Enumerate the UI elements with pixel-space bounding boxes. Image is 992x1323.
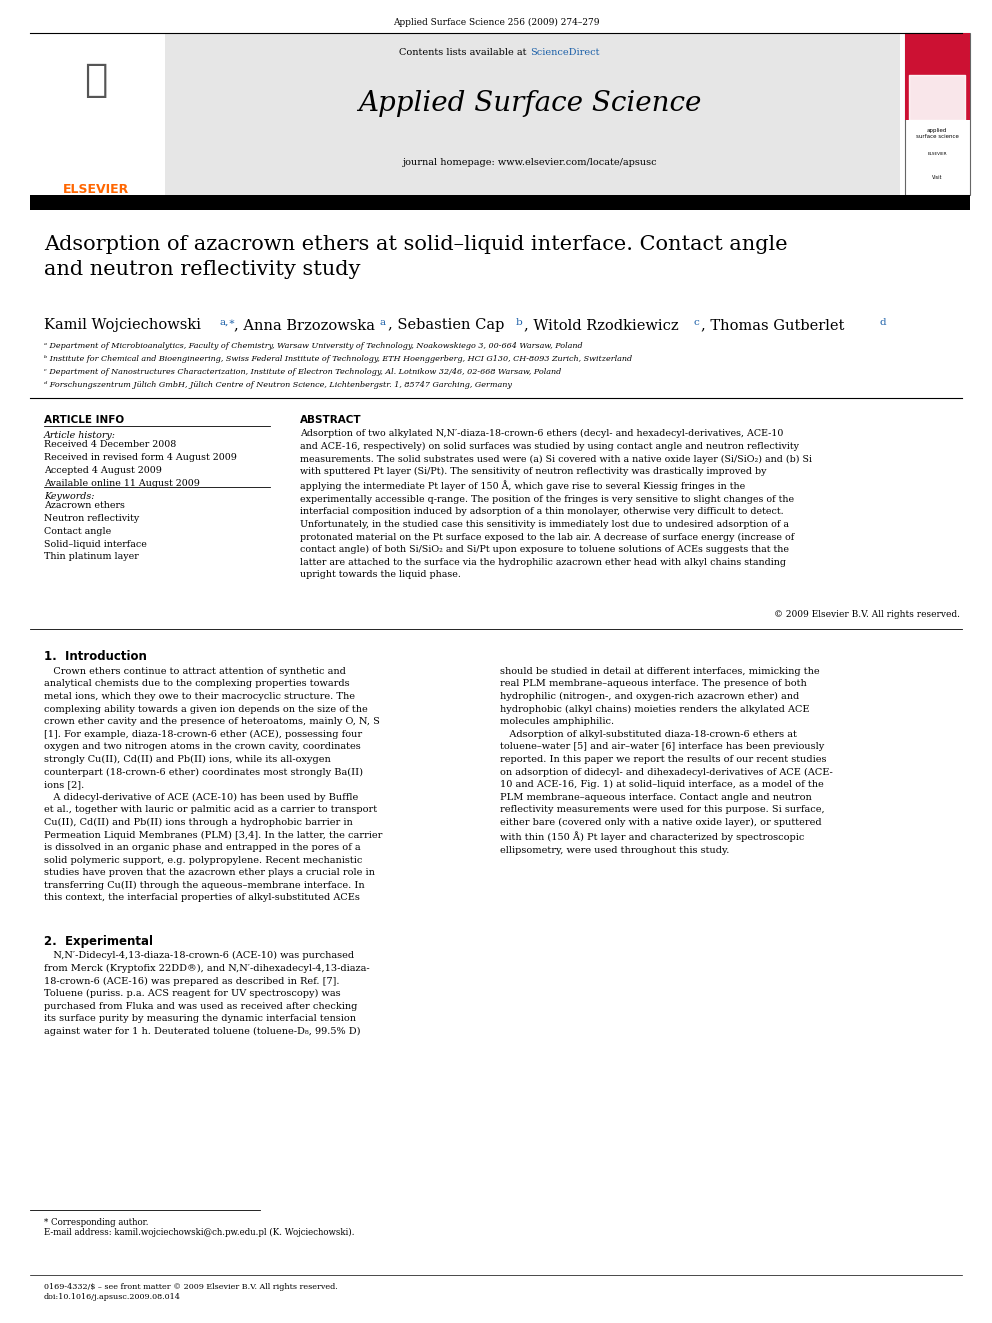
Text: Keywords:: Keywords: [44, 492, 94, 501]
Text: Visit: Visit [931, 175, 942, 180]
Text: Kamil Wojciechowski: Kamil Wojciechowski [44, 318, 201, 332]
FancyBboxPatch shape [165, 33, 900, 194]
Text: 1.  Introduction: 1. Introduction [44, 650, 147, 663]
Text: Azacrown ethers
Neutron reflectivity
Contact angle
Solid–liquid interface
Thin p: Azacrown ethers Neutron reflectivity Con… [44, 501, 147, 561]
Text: ScienceDirect: ScienceDirect [530, 48, 599, 57]
Text: ᵈ Forschungszentrum Jülich GmbH, Jülich Centre of Neutron Science, Lichtenbergst: ᵈ Forschungszentrum Jülich GmbH, Jülich … [44, 381, 512, 389]
Text: ᵃ Department of Microbioanalytics, Faculty of Chemistry, Warsaw University of Te: ᵃ Department of Microbioanalytics, Facul… [44, 343, 582, 351]
Text: , Anna Brzozowska: , Anna Brzozowska [234, 318, 375, 332]
Text: b: b [516, 318, 523, 327]
Text: * Corresponding author.: * Corresponding author. [44, 1218, 149, 1226]
Text: Crown ethers continue to attract attention of synthetic and
analytical chemists : Crown ethers continue to attract attenti… [44, 667, 382, 902]
Text: ELSEVIER: ELSEVIER [62, 183, 129, 196]
Text: ᵇ Institute for Chemical and Bioengineering, Swiss Federal Institute of Technolo: ᵇ Institute for Chemical and Bioengineer… [44, 355, 632, 363]
Text: a,∗: a,∗ [220, 318, 236, 327]
Text: journal homepage: www.elsevier.com/locate/apsusc: journal homepage: www.elsevier.com/locat… [403, 157, 658, 167]
Text: Adsorption of two alkylated N,N′-diaza-18-crown-6 ethers (decyl- and hexadecyl-d: Adsorption of two alkylated N,N′-diaza-1… [300, 429, 812, 579]
Text: c: c [694, 318, 699, 327]
Text: , Thomas Gutberlet: , Thomas Gutberlet [701, 318, 844, 332]
Text: © 2009 Elsevier B.V. All rights reserved.: © 2009 Elsevier B.V. All rights reserved… [774, 610, 960, 619]
FancyBboxPatch shape [905, 33, 970, 194]
Text: a: a [380, 318, 386, 327]
Text: 🌳: 🌳 [84, 61, 108, 99]
Text: Applied Surface Science 256 (2009) 274–279: Applied Surface Science 256 (2009) 274–2… [393, 19, 599, 28]
Text: doi:10.1016/j.apsusc.2009.08.014: doi:10.1016/j.apsusc.2009.08.014 [44, 1293, 181, 1301]
Text: , Witold Rzodkiewicz: , Witold Rzodkiewicz [524, 318, 679, 332]
Text: ABSTRACT: ABSTRACT [300, 415, 362, 425]
Text: , Sebastien Cap: , Sebastien Cap [388, 318, 504, 332]
FancyBboxPatch shape [30, 34, 162, 191]
Text: ELSEVIER: ELSEVIER [928, 152, 946, 156]
Text: Article history:: Article history: [44, 431, 116, 441]
Text: 2.  Experimental: 2. Experimental [44, 935, 153, 949]
Text: Received 4 December 2008
Received in revised form 4 August 2009
Accepted 4 Augus: Received 4 December 2008 Received in rev… [44, 441, 237, 488]
Text: Contents lists available at: Contents lists available at [400, 48, 530, 57]
Text: Applied Surface Science: Applied Surface Science [358, 90, 701, 116]
Text: N,N′-Didecyl-4,13-diaza-18-crown-6 (ACE-10) was purchased
from Merck (Kryptofix : N,N′-Didecyl-4,13-diaza-18-crown-6 (ACE-… [44, 951, 370, 1036]
Text: ᶜ Department of Nanostructures Characterization, Institute of Electron Technolog: ᶜ Department of Nanostructures Character… [44, 368, 561, 376]
Text: ARTICLE INFO: ARTICLE INFO [44, 415, 124, 425]
FancyBboxPatch shape [30, 194, 970, 210]
Text: applied
surface science: applied surface science [916, 128, 958, 139]
Text: d: d [880, 318, 887, 327]
Text: should be studied in detail at different interfaces, mimicking the
real PLM memb: should be studied in detail at different… [500, 667, 832, 855]
Text: Adsorption of azacrown ethers at solid–liquid interface. Contact angle
and neutr: Adsorption of azacrown ethers at solid–l… [44, 235, 788, 279]
Text: E-mail address: kamil.wojciechowski@ch.pw.edu.pl (K. Wojciechowski).: E-mail address: kamil.wojciechowski@ch.p… [44, 1228, 354, 1237]
FancyBboxPatch shape [905, 33, 970, 120]
Text: 0169-4332/$ – see front matter © 2009 Elsevier B.V. All rights reserved.: 0169-4332/$ – see front matter © 2009 El… [44, 1283, 337, 1291]
